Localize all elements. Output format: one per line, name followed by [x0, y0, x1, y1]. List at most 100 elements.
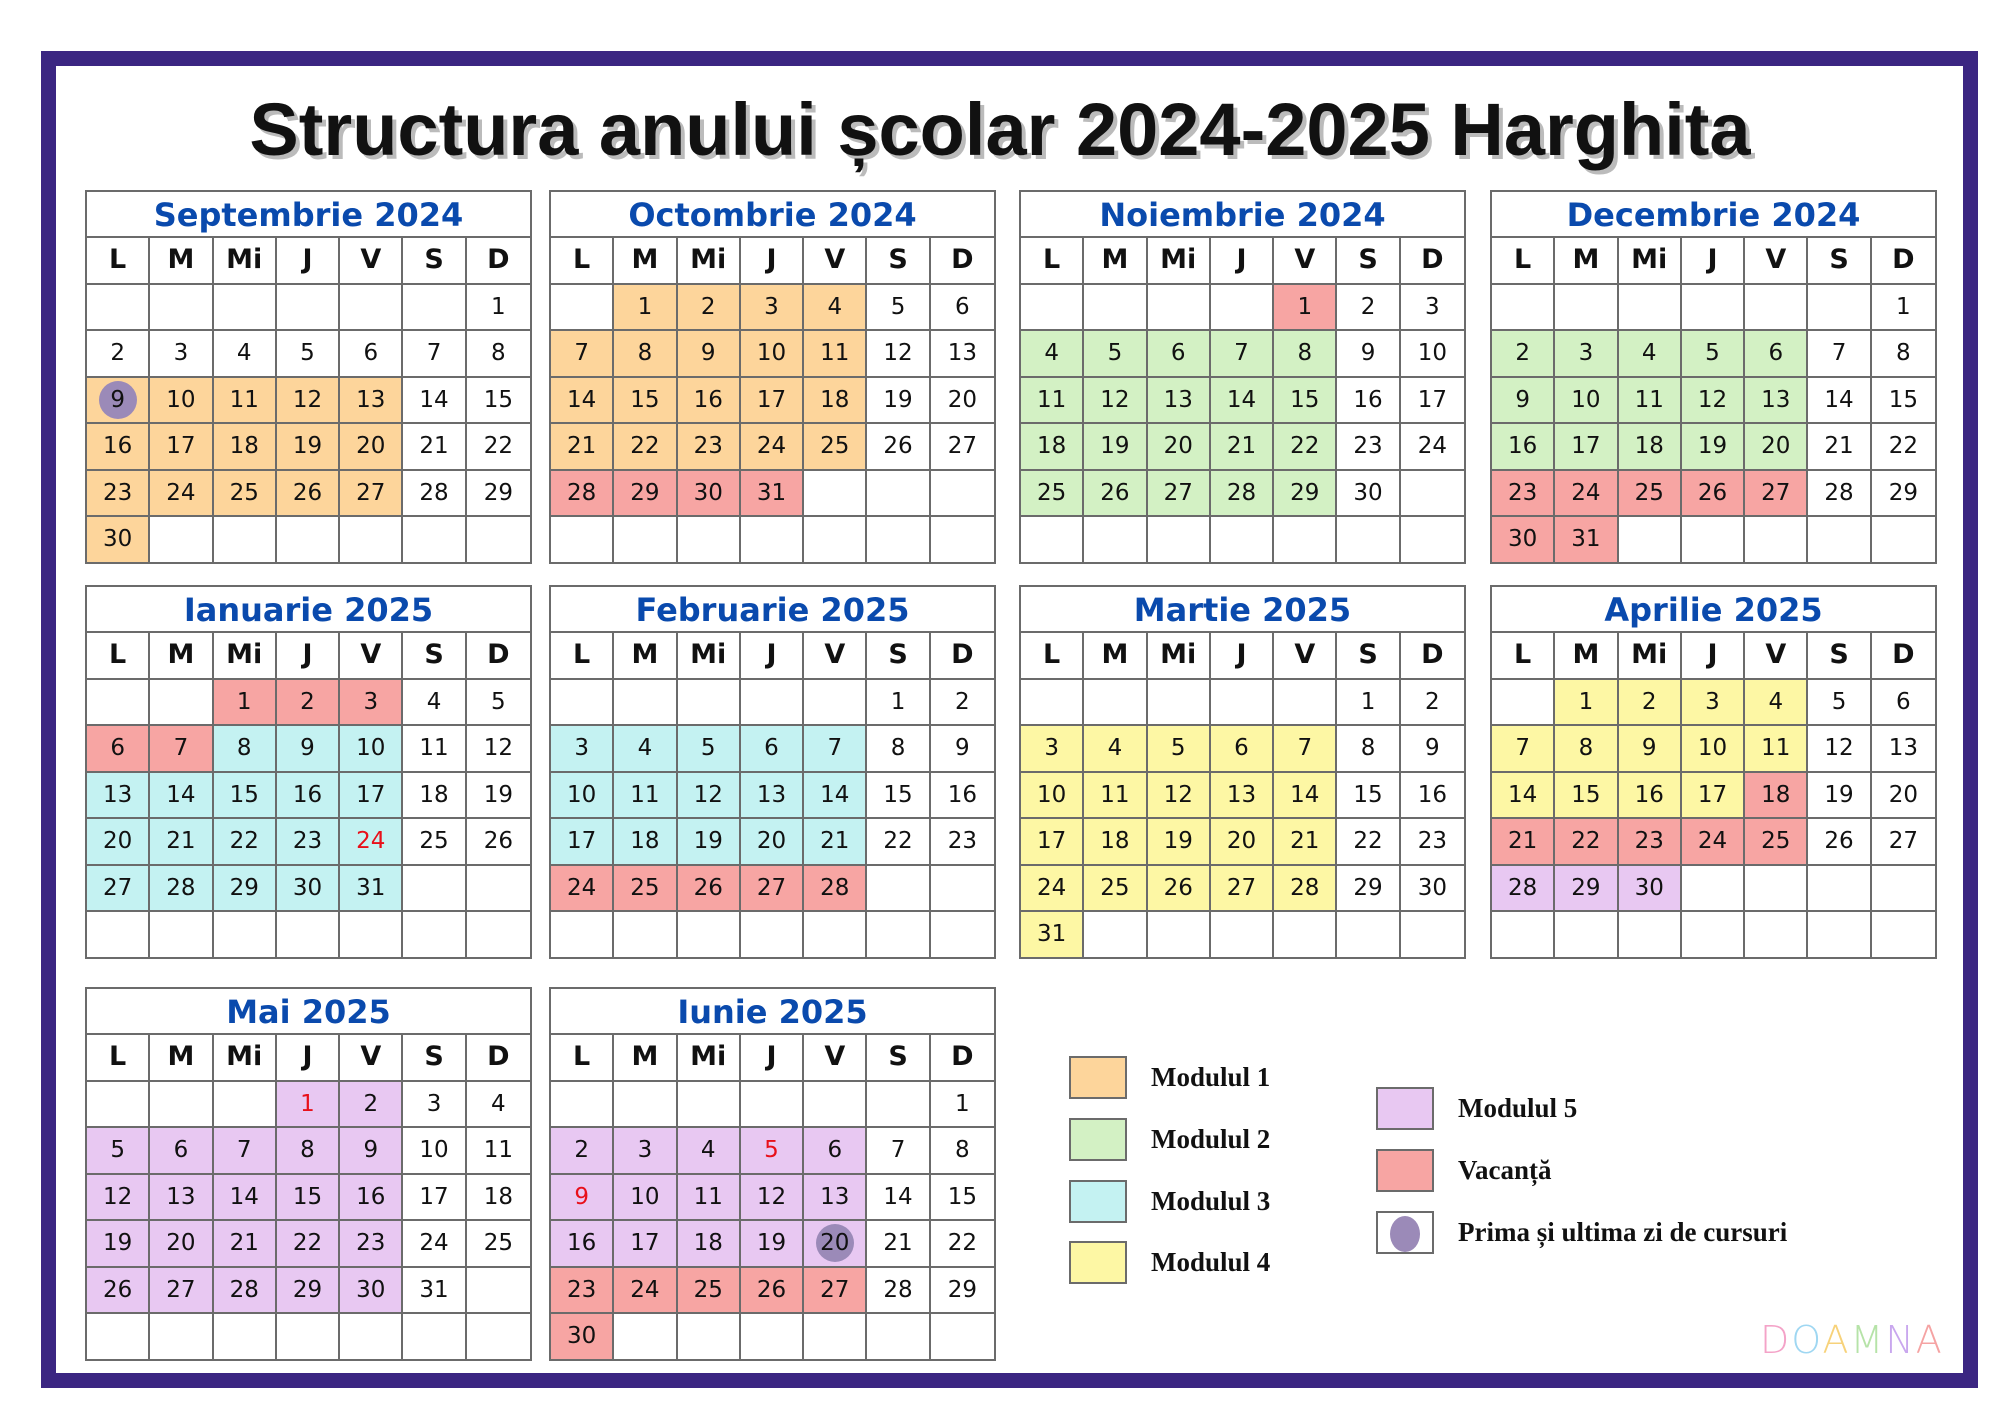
day-number: 5: [491, 688, 506, 715]
day-number: 24: [1697, 828, 1728, 854]
day-cell: 27: [87, 865, 151, 912]
day-number: 9: [1360, 340, 1376, 366]
day-cell: 19: [677, 819, 741, 866]
day-number: 1: [1297, 293, 1313, 320]
day-number: 22: [1571, 828, 1601, 854]
empty-cell: [150, 517, 214, 562]
day-cell: 2: [551, 1128, 615, 1175]
day-cell: 1: [1871, 285, 1935, 331]
empty-cell: [1147, 679, 1211, 726]
day-number: 6: [955, 293, 970, 320]
day-number: 12: [1824, 735, 1854, 761]
day-number: 24: [1571, 479, 1601, 506]
day-cell: 12: [1808, 726, 1872, 773]
weekday-header: J: [1210, 633, 1275, 680]
day-cell: 27: [930, 424, 994, 471]
empty-cell: [804, 1314, 868, 1359]
day-cell: 18: [1021, 424, 1085, 471]
month-grid: L M Mi J V S D 1 2 3 4 5 6 7 8 9 10 11 12 13 14 15 16 17 18 19 20 2…: [87, 238, 530, 562]
day-cell: 20: [87, 819, 151, 866]
day-cell: 25: [213, 470, 277, 517]
day-number: 31: [1037, 921, 1067, 947]
day-number: 12: [693, 781, 723, 808]
weekday-header: M: [150, 1035, 214, 1082]
weekday-header: Mi: [677, 238, 741, 285]
day-number: 27: [1163, 479, 1193, 506]
day-cell: 9: [677, 331, 741, 378]
weekday-header: M: [614, 238, 678, 285]
day-cell: 21: [551, 424, 615, 471]
day-number: 18: [419, 781, 449, 808]
day-cell: 7: [804, 726, 868, 773]
day-cell: 6: [150, 1128, 214, 1175]
weekday-header: V: [804, 633, 868, 680]
day-number: 10: [1037, 781, 1067, 808]
day-number: 16: [292, 781, 323, 808]
day-number: 9: [363, 1137, 379, 1163]
month-grid: L M Mi J V S D 1 2 3 4 5 6 7 8 9 10 11 12 13 14 15 16 17 18 19 20 2…: [551, 633, 994, 957]
day-cell: 8: [1274, 331, 1338, 378]
day-cell: 23: [1400, 819, 1464, 866]
day-number: 31: [356, 874, 386, 901]
day-cell: 12: [466, 726, 530, 773]
day-cell: 1: [867, 679, 931, 726]
day-cell: 21: [867, 1221, 931, 1268]
weekday-header: Mi: [1147, 238, 1211, 285]
day-number: 13: [947, 340, 977, 366]
day-number: 12: [292, 386, 323, 413]
day-cell: 4: [1021, 331, 1085, 378]
day-number: 15: [1290, 386, 1320, 413]
empty-cell: [1084, 284, 1148, 331]
day-cell: 17: [1681, 772, 1746, 819]
day-number: 11: [483, 1137, 513, 1163]
day-number: 30: [1353, 479, 1383, 506]
weekday-header: L: [1021, 633, 1085, 680]
day-cell: 9: [1337, 331, 1401, 378]
day-cell: 5: [276, 331, 341, 378]
day-number: 22: [483, 433, 513, 459]
day-number: 6: [1170, 340, 1186, 366]
day-cell: 2: [340, 1081, 404, 1128]
day-cell: 1: [276, 1081, 341, 1128]
month-grid: L M Mi J V S D 1 2 3 4 5 6 7 8 9 10 11 12 13 14 15 16 17 18 19 20 2…: [551, 1035, 994, 1359]
weekday-header: Mi: [677, 633, 741, 680]
day-number: 20: [756, 828, 787, 854]
day-number: 3: [426, 1090, 442, 1117]
day-number: 19: [1824, 781, 1854, 808]
day-number: 1: [890, 688, 906, 715]
empty-cell: [213, 284, 277, 331]
day-cell: 15: [1337, 772, 1401, 819]
day-number: 1: [1360, 688, 1376, 715]
day-number: 13: [1226, 781, 1257, 808]
day-cell: 4: [403, 679, 467, 726]
day-number: 10: [419, 1137, 449, 1163]
empty-cell: [740, 1081, 805, 1128]
day-number: 1: [955, 1090, 970, 1117]
day-number: 26: [693, 874, 723, 901]
day-number: 19: [103, 1230, 133, 1256]
day-number: 9: [110, 386, 125, 413]
empty-cell: [1274, 912, 1338, 957]
day-cell: 27: [1147, 470, 1211, 517]
day-cell: 15: [213, 772, 277, 819]
empty-cell: [551, 912, 615, 957]
day-cell: 24: [340, 819, 404, 866]
day-number: 17: [1571, 433, 1601, 459]
empty-cell: [614, 1081, 678, 1128]
day-number: 21: [229, 1230, 259, 1256]
day-cell: 19: [276, 424, 341, 471]
day-cell: 6: [804, 1128, 868, 1175]
day-cell: 30: [1492, 517, 1556, 562]
day-cell: 14: [867, 1174, 931, 1221]
day-cell: 25: [403, 819, 467, 866]
day-number: 18: [1761, 781, 1791, 808]
day-cell: 21: [1210, 424, 1275, 471]
month-calendar: Februarie 2025 L M Mi J V S D 1 2 3 4 5 6 7 8 9 10 11 12 13 1…: [549, 585, 996, 959]
day-number: 22: [883, 828, 913, 854]
empty-cell: [403, 517, 467, 562]
day-cell: 3: [1681, 679, 1746, 726]
weekday-header: J: [1681, 633, 1746, 680]
day-cell: 10: [340, 726, 404, 773]
day-number: 9: [574, 1183, 589, 1210]
day-number: 17: [419, 1183, 449, 1210]
